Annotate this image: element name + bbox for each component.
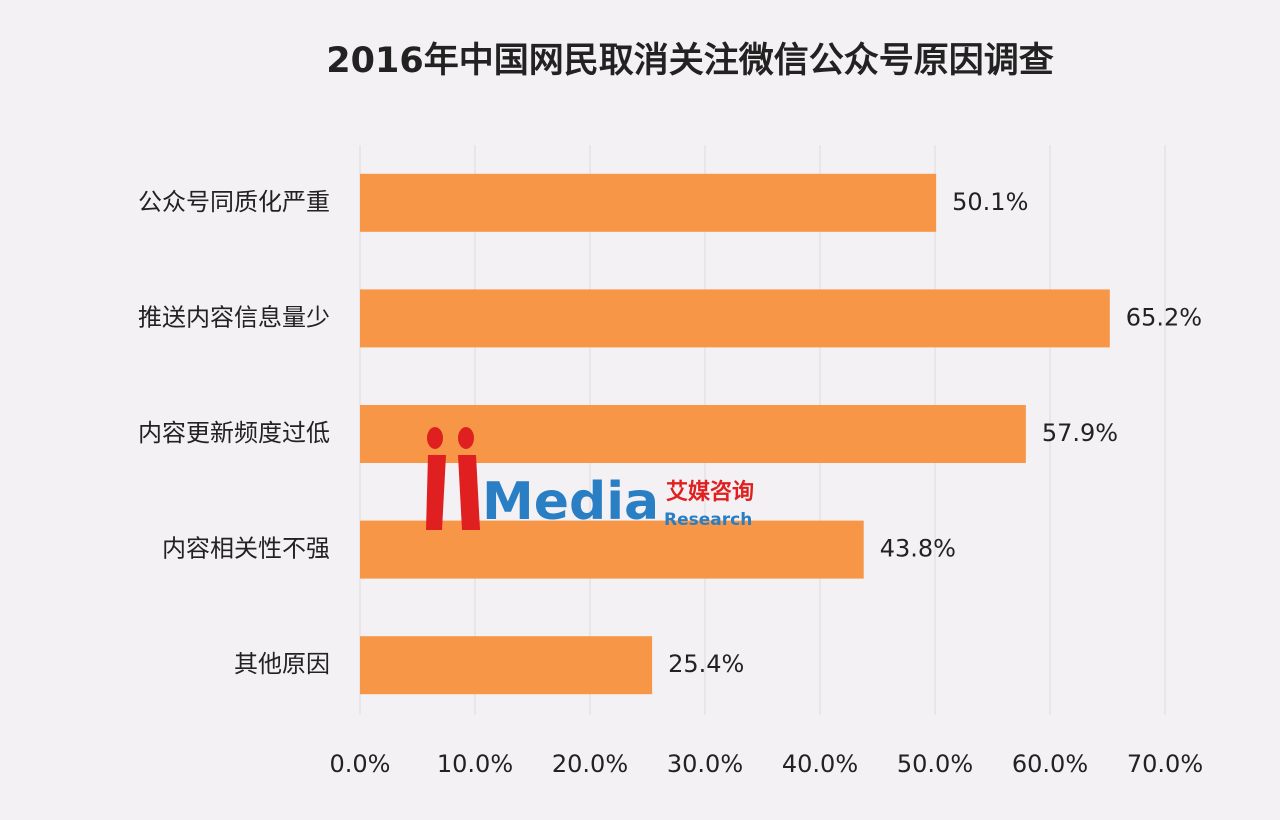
x-tick-label: 70.0% <box>1127 750 1203 778</box>
bar <box>360 636 653 695</box>
y-tick-label: 内容更新频度过低 <box>138 419 330 447</box>
chart-title: 2016年中国网民取消关注微信公众号原因调查 <box>326 41 1053 81</box>
logo-figure <box>426 455 446 530</box>
x-tick-label: 50.0% <box>897 750 973 778</box>
y-tick-label: 其他原因 <box>234 650 330 678</box>
y-tick-label: 公众号同质化严重 <box>138 188 330 216</box>
x-tick-label: 40.0% <box>782 750 858 778</box>
value-label: 57.9% <box>1042 419 1118 447</box>
logo-brand: Media <box>482 472 659 532</box>
x-tick-label: 20.0% <box>552 750 628 778</box>
x-tick-label: 0.0% <box>330 750 391 778</box>
value-label: 65.2% <box>1126 303 1202 331</box>
x-tick-label: 60.0% <box>1012 750 1088 778</box>
bar <box>360 289 1110 348</box>
value-label: 25.4% <box>668 650 744 678</box>
logo-cn: 艾媒咨询 <box>666 479 754 505</box>
value-label: 50.1% <box>952 188 1028 216</box>
bar <box>360 173 937 232</box>
logo-dot <box>458 427 474 449</box>
y-tick-label: 内容相关性不强 <box>162 535 330 563</box>
logo-figure <box>458 455 480 530</box>
logo-dot <box>427 427 443 449</box>
y-tick-label: 推送内容信息量少 <box>138 303 330 331</box>
x-tick-label: 30.0% <box>667 750 743 778</box>
logo-en: Research <box>664 510 752 530</box>
value-label: 43.8% <box>880 535 956 563</box>
x-tick-label: 10.0% <box>437 750 513 778</box>
bar <box>360 520 864 579</box>
